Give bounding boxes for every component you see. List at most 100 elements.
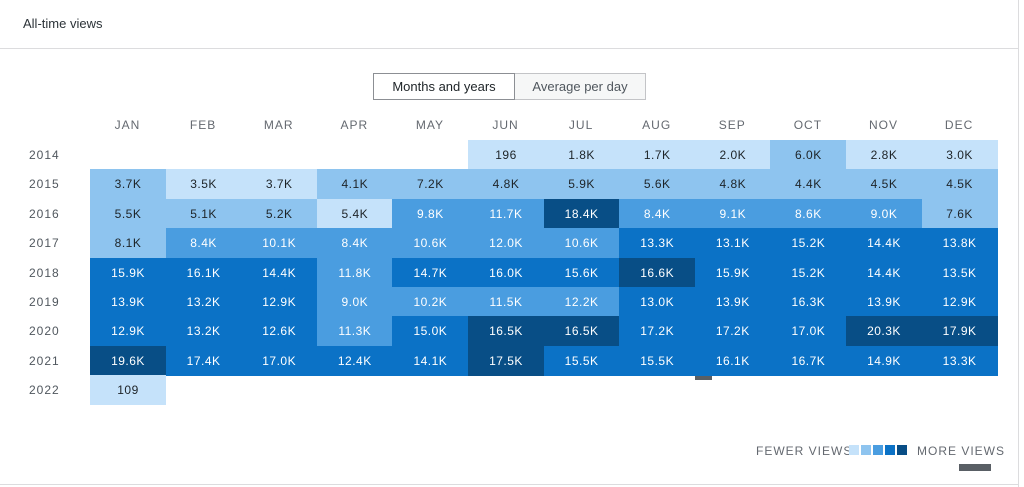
heatmap-cell-2016-may[interactable]: 9.8K <box>392 198 469 229</box>
heatmap-cell-2016-jan[interactable]: 5.5K <box>90 198 166 229</box>
heatmap-cell-2019-oct[interactable]: 16.3K <box>770 287 847 317</box>
heatmap-cell-2021-jun[interactable]: 17.5K <box>468 345 544 376</box>
heatmap-cell-2017-aug[interactable]: 13.3K <box>619 228 696 259</box>
heatmap-cell-2017-mar[interactable]: 10.1K <box>241 228 318 259</box>
months-and-years-button[interactable]: Months and years <box>373 73 515 100</box>
heatmap-cell-2014-sep[interactable]: 2.0K <box>694 140 771 170</box>
heatmap-cell-2021-oct[interactable]: 16.7K <box>770 345 847 376</box>
heatmap-cell-2022-jan[interactable]: 109 <box>90 375 166 406</box>
heatmap-cell-2021-apr[interactable]: 12.4K <box>316 345 393 376</box>
heatmap-cell-2021-dec[interactable]: 13.3K <box>921 345 998 376</box>
heatmap-cell-2017-dec[interactable]: 13.8K <box>921 228 998 259</box>
heatmap-cell-2020-nov[interactable]: 20.3K <box>846 316 922 347</box>
heatmap-cell-2017-jan[interactable]: 8.1K <box>90 228 166 259</box>
heatmap-cell-2020-jan[interactable]: 12.9K <box>90 316 166 347</box>
month-header-nov: NOV <box>868 118 898 132</box>
heatmap-cell-2017-nov[interactable]: 14.4K <box>846 228 922 259</box>
heatmap-cell-2015-nov[interactable]: 4.5K <box>846 169 922 200</box>
heatmap-cell-2014-aug[interactable]: 1.7K <box>619 140 696 170</box>
heatmap-cell-2015-feb[interactable]: 3.5K <box>165 169 242 200</box>
heatmap-cell-2016-sep[interactable]: 9.1K <box>694 198 771 229</box>
heatmap-cell-2016-oct[interactable]: 8.6K <box>770 198 847 229</box>
heatmap-cell-2017-jun[interactable]: 12.0K <box>468 228 544 259</box>
heatmap-cell-2018-mar[interactable]: 14.4K <box>241 257 318 288</box>
heatmap-cell-2017-may[interactable]: 10.6K <box>392 228 469 259</box>
heatmap-cell-2018-jun[interactable]: 16.0K <box>468 257 544 288</box>
heatmap-cell-2016-mar[interactable]: 5.2K <box>241 198 318 229</box>
heatmap-cell-2016-jun[interactable]: 11.7K <box>468 198 544 229</box>
heatmap-cell-2021-jul[interactable]: 15.5K <box>543 345 620 376</box>
heatmap-cell-2016-aug[interactable]: 8.4K <box>619 198 696 229</box>
heatmap-cell-2016-dec[interactable]: 7.6K <box>921 198 998 229</box>
heatmap-cell-2017-apr[interactable]: 8.4K <box>316 228 393 259</box>
legend-swatch-2 <box>873 445 883 455</box>
heatmap-cell-2019-nov[interactable]: 13.9K <box>846 287 922 317</box>
heatmap-cell-2015-may[interactable]: 7.2K <box>392 169 469 200</box>
heatmap-cell-2018-aug[interactable]: 16.6K <box>619 257 696 288</box>
year-label-2018: 2018 <box>29 265 60 280</box>
heatmap-cell-2019-sep[interactable]: 13.9K <box>694 287 771 317</box>
heatmap-cell-2018-apr[interactable]: 11.8K <box>316 257 393 288</box>
heatmap-cell-2017-feb[interactable]: 8.4K <box>165 228 242 259</box>
heatmap-cell-2019-mar[interactable]: 12.9K <box>241 287 318 317</box>
heatmap-cell-2019-jul[interactable]: 12.2K <box>543 287 620 317</box>
heatmap-cell-2015-aug[interactable]: 5.6K <box>619 169 696 200</box>
heatmap-cell-2018-jul[interactable]: 15.6K <box>543 257 620 288</box>
heatmap-cell-2021-mar[interactable]: 17.0K <box>241 345 318 376</box>
month-header-sep: SEP <box>718 118 746 132</box>
heatmap-cell-2019-apr[interactable]: 9.0K <box>316 287 393 317</box>
heatmap-cell-2014-oct[interactable]: 6.0K <box>770 140 847 170</box>
heatmap-cell-2015-apr[interactable]: 4.1K <box>316 169 393 200</box>
heatmap-cell-2020-may[interactable]: 15.0K <box>392 316 469 347</box>
heatmap-cell-2018-feb[interactable]: 16.1K <box>165 257 242 288</box>
heatmap-cell-2018-dec[interactable]: 13.5K <box>921 257 998 288</box>
heatmap-cell-2015-sep[interactable]: 4.8K <box>694 169 771 200</box>
heatmap-cell-2017-oct[interactable]: 15.2K <box>770 228 847 259</box>
heatmap-cell-2020-mar[interactable]: 12.6K <box>241 316 318 347</box>
heatmap-cell-2021-jan[interactable]: 19.6K <box>90 345 166 376</box>
heatmap-cell-2021-may[interactable]: 14.1K <box>392 345 469 376</box>
heatmap-cell-2019-may[interactable]: 10.2K <box>392 287 469 317</box>
year-label-2020: 2020 <box>29 324 60 339</box>
heatmap-cell-2019-aug[interactable]: 13.0K <box>619 287 696 317</box>
heatmap-cell-2018-sep[interactable]: 15.9K <box>694 257 771 288</box>
heatmap-cell-2020-aug[interactable]: 17.2K <box>619 316 696 347</box>
heatmap-cell-2020-jun[interactable]: 16.5K <box>468 316 544 347</box>
heatmap-cell-2016-feb[interactable]: 5.1K <box>165 198 242 229</box>
heatmap-cell-2019-jan[interactable]: 13.9K <box>90 287 166 317</box>
heatmap-cell-2014-dec[interactable]: 3.0K <box>921 140 998 170</box>
heatmap-cell-2020-apr[interactable]: 11.3K <box>316 316 393 347</box>
heatmap-cell-2019-feb[interactable]: 13.2K <box>165 287 242 317</box>
heatmap-cell-2015-dec[interactable]: 4.5K <box>921 169 998 200</box>
heatmap-cell-2016-apr[interactable]: 5.4K <box>316 198 393 229</box>
heatmap-cell-2018-may[interactable]: 14.7K <box>392 257 469 288</box>
heatmap-cell-2014-nov[interactable]: 2.8K <box>846 140 922 170</box>
heatmap-cell-2014-jul[interactable]: 1.8K <box>543 140 620 170</box>
heatmap-cell-2020-sep[interactable]: 17.2K <box>694 316 771 347</box>
heatmap-cell-2015-jul[interactable]: 5.9K <box>543 169 620 200</box>
average-per-day-button[interactable]: Average per day <box>515 73 646 100</box>
heatmap-cell-2015-jan[interactable]: 3.7K <box>90 169 166 200</box>
heatmap-cell-2018-oct[interactable]: 15.2K <box>770 257 847 288</box>
heatmap-cell-2017-jul[interactable]: 10.6K <box>543 228 620 259</box>
heatmap-cell-2020-feb[interactable]: 13.2K <box>165 316 242 347</box>
heatmap-cell-2018-nov[interactable]: 14.4K <box>846 257 922 288</box>
heatmap-cell-2016-jul[interactable]: 18.4K <box>543 198 620 229</box>
heatmap-cell-2021-feb[interactable]: 17.4K <box>165 345 242 376</box>
heatmap-cell-2020-oct[interactable]: 17.0K <box>770 316 847 347</box>
heatmap-cell-2015-mar[interactable]: 3.7K <box>241 169 318 200</box>
heatmap-cell-2019-dec[interactable]: 12.9K <box>921 287 998 317</box>
heatmap-cell-2021-aug[interactable]: 15.5K <box>619 345 696 376</box>
header-divider <box>0 48 1019 49</box>
heatmap-cell-2018-jan[interactable]: 15.9K <box>90 257 166 288</box>
heatmap-cell-2017-sep[interactable]: 13.1K <box>694 228 771 259</box>
heatmap-cell-2020-jul[interactable]: 16.5K <box>543 316 620 347</box>
heatmap-cell-2021-sep[interactable]: 16.1K <box>694 345 771 376</box>
heatmap-cell-2014-jun[interactable]: 196 <box>468 140 544 170</box>
heatmap-cell-2015-jun[interactable]: 4.8K <box>468 169 544 200</box>
heatmap-cell-2020-dec[interactable]: 17.9K <box>921 316 998 347</box>
heatmap-cell-2019-jun[interactable]: 11.5K <box>468 287 544 317</box>
heatmap-cell-2015-oct[interactable]: 4.4K <box>770 169 847 200</box>
heatmap-cell-2021-nov[interactable]: 14.9K <box>846 345 922 376</box>
heatmap-cell-2016-nov[interactable]: 9.0K <box>846 198 922 229</box>
